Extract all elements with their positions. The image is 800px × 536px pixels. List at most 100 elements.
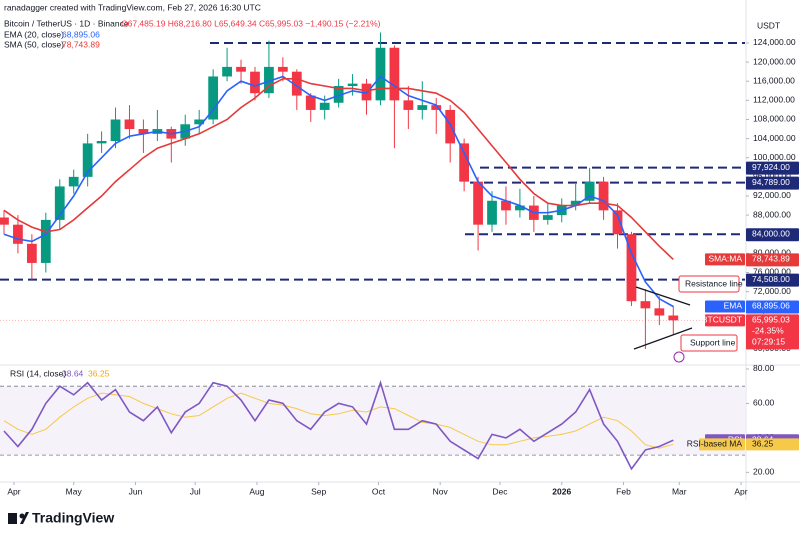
y-tick-label: 108,000.00 <box>753 114 796 124</box>
candle-body <box>431 105 442 110</box>
currency: USDT <box>757 20 780 30</box>
annotation: Resistance line <box>685 278 743 288</box>
y-tick-label: 96,000.00 <box>753 171 791 181</box>
price-tag-text: 84,000.00 <box>752 228 790 238</box>
price-tag <box>746 161 799 175</box>
candle-body <box>194 119 205 125</box>
price-tag-text: 97,924.00 <box>752 162 790 172</box>
candle-body <box>250 71 260 94</box>
candle-body <box>542 215 553 220</box>
ohlc: O67,485.19 H68,216.80 L65,649.34 C65,995… <box>121 18 381 28</box>
candle-body <box>264 66 274 94</box>
candle-body <box>459 143 470 182</box>
y-tick-label: 88,000.00 <box>753 209 791 219</box>
x-tick-label: May <box>66 486 83 496</box>
candle-body <box>598 181 609 211</box>
candle-body <box>13 224 23 244</box>
candle-body <box>236 66 246 72</box>
price-tag-text: -24.35% <box>752 326 784 336</box>
candle-body <box>68 176 79 187</box>
rsi-tick-label: 60.00 <box>753 398 775 408</box>
candle-body <box>110 119 121 142</box>
candle-body <box>515 205 525 211</box>
tag-name: BTCUSDT <box>702 315 742 325</box>
tag-name-box <box>705 314 745 327</box>
candle-body <box>82 143 93 177</box>
x-tick-label: Apr <box>734 486 747 496</box>
rsi-legend: RSI (14, close) <box>10 368 66 378</box>
candle-body <box>389 47 400 101</box>
price-tag-text: 36.25 <box>752 439 774 449</box>
y-tick-label: 112,000.00 <box>753 95 795 105</box>
tag-name: SMA:MA <box>708 254 742 264</box>
candle-body <box>570 200 581 206</box>
price-tag <box>746 314 799 350</box>
candle-body <box>584 181 595 201</box>
x-tick-label: Jul <box>190 486 201 496</box>
x-tick-label: Nov <box>433 486 449 496</box>
y-tick-label: 104,000.00 <box>753 133 796 143</box>
candle-body <box>208 76 219 120</box>
candle-body <box>0 217 9 225</box>
candle-body <box>626 234 637 302</box>
rsi-band <box>0 386 745 456</box>
price-tag <box>746 300 799 314</box>
candle-body <box>668 315 679 321</box>
resistance-trendline <box>635 286 691 306</box>
y-tick-label: 92,000.00 <box>753 190 791 200</box>
x-tick-label: Aug <box>249 486 264 496</box>
y-tick-label: 76,000.00 <box>753 267 791 277</box>
rsi-ma-legend-value: 36.25 <box>88 368 110 378</box>
indicator-line <box>3 78 674 260</box>
candle-body <box>403 100 414 110</box>
price-tag-text: 68,895.06 <box>752 301 790 311</box>
logo-mark <box>8 513 17 524</box>
y-tick-label: 116,000.00 <box>753 75 795 85</box>
candle-body <box>319 102 330 110</box>
tag-name: RSI-based MA <box>687 439 743 449</box>
price-tag <box>746 253 799 267</box>
y-tick-label: 124,000.00 <box>753 37 796 47</box>
x-tick-label: Mar <box>672 486 687 496</box>
logo: TradingView <box>8 510 114 526</box>
candle-body <box>138 129 149 134</box>
candle-body <box>640 301 651 309</box>
candle-body <box>26 243 37 263</box>
logo-mark <box>20 512 29 524</box>
y-tick-label: 120,000.00 <box>753 56 796 66</box>
x-tick-label: Sep <box>311 486 326 496</box>
candle-body <box>40 219 51 263</box>
logo-mark <box>19 513 25 519</box>
tag-name-box <box>699 438 745 451</box>
sma-legend-value: 78,743.89 <box>62 39 100 49</box>
symbol: Bitcoin / TetherUS · 1D · Binance <box>4 18 129 28</box>
candle-body <box>654 308 665 316</box>
tag-name-box <box>705 253 745 266</box>
support-trendline <box>633 327 693 350</box>
x-tick-label: Feb <box>616 486 631 496</box>
price-tag <box>746 228 799 242</box>
candle-body <box>96 141 107 144</box>
rsi-line <box>3 380 674 471</box>
annotation-box <box>678 275 740 293</box>
candle-body <box>124 119 135 130</box>
x-tick-label: 2026 <box>552 486 571 496</box>
rsi-tick-label: 80.00 <box>753 363 775 373</box>
candle-body <box>375 47 386 101</box>
price-tag <box>746 273 799 287</box>
annotation: Support line <box>690 337 736 347</box>
indicator-line <box>3 75 674 308</box>
tag-name-box <box>705 300 745 313</box>
ema-legend: EMA (20, close) <box>4 29 64 39</box>
candle-body <box>445 109 456 144</box>
price-tag-text: 78,743.89 <box>752 254 790 264</box>
candle-body <box>347 83 358 87</box>
rsi-tick-label: 20.00 <box>753 467 775 477</box>
x-tick-label: Jun <box>129 486 143 496</box>
price-tag-text: 65,995.03 <box>752 315 790 325</box>
price-tag <box>746 176 799 190</box>
candle-body <box>333 86 344 103</box>
candle-body <box>501 200 511 211</box>
x-tick-label: Apr <box>7 486 20 496</box>
